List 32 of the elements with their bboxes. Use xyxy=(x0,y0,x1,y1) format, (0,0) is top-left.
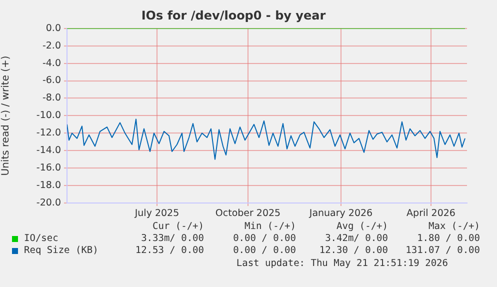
y-tick-label: -12.0 xyxy=(36,128,61,139)
text: 131.07 / 0.00 xyxy=(404,245,480,257)
text: 0.00 / 0.00 xyxy=(232,233,296,245)
legend-label: Req Size (KB) xyxy=(23,245,100,257)
text: 12.30 / 0.00 xyxy=(318,245,388,257)
text: 12.53 / 0.00 xyxy=(134,245,204,257)
y-tick-label: -8.0 xyxy=(42,92,61,104)
y-axis-title: Units read (-) / write (+) xyxy=(0,56,12,176)
y-tick-label: -20.0 xyxy=(36,197,61,208)
text: 3.33m/ 0.00 xyxy=(140,233,204,245)
x-tick-label: January 2026 xyxy=(308,208,373,220)
x-tick-label: October 2025 xyxy=(215,208,281,220)
y-tick-label: -14.0 xyxy=(36,145,61,156)
text: Max (-/+) xyxy=(428,221,480,233)
text: Min (-/+) xyxy=(244,221,296,233)
text: 3.42m/ 0.00 xyxy=(324,233,388,245)
text: 0.00 / 0.00 xyxy=(232,245,296,257)
y-tick-label: 0.0 xyxy=(46,22,61,34)
x-tick-label: April 2026 xyxy=(406,208,456,220)
y-tick-label: -6.0 xyxy=(42,75,61,86)
y-tick-label: -10.0 xyxy=(36,110,61,122)
x-tick-label: July 2025 xyxy=(134,208,180,220)
legend-label: IO/sec xyxy=(23,233,60,245)
y-tick-label: -2.0 xyxy=(42,40,61,52)
y-tick-label: -4.0 xyxy=(42,58,61,69)
text: Last update: Thu May 21 21:51:19 2026 xyxy=(236,258,448,269)
text: Avg (-/+) xyxy=(336,221,388,233)
y-tick-label: -16.0 xyxy=(36,162,61,174)
chart-title: IOs for /dev/loop0 - by year xyxy=(141,8,326,22)
text: 1.80 / 0.00 xyxy=(416,233,480,245)
text: Cur (-/+) xyxy=(152,221,204,233)
y-tick-label: -18.0 xyxy=(36,180,61,192)
